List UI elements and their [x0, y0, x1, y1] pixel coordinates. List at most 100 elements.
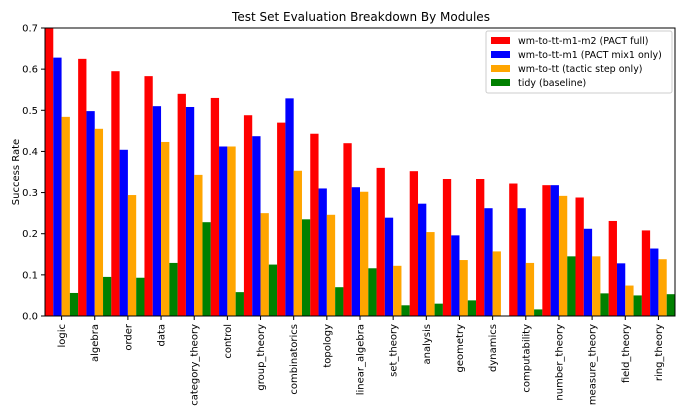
bar-set_theory-s1 — [384, 217, 394, 316]
bar-topology-s2 — [326, 214, 336, 316]
bar-combinatorics-s1 — [285, 98, 294, 317]
legend-label-3: tidy (baseline) — [518, 78, 586, 89]
bar-ring_theory-s1 — [650, 248, 659, 316]
x-axis: logic algebra order data category_theory cont… — [57, 316, 665, 406]
bar-order-s0 — [111, 71, 120, 316]
x-tick-label-measure_theory: measure_theory — [588, 324, 599, 405]
bar-analysis-s3 — [434, 303, 443, 316]
x-tick-label-combinatorics: combinatorics — [289, 324, 300, 395]
legend-swatch-2 — [491, 65, 510, 72]
bar-algebra-s0 — [78, 58, 87, 316]
bar-algebra-s3 — [103, 276, 112, 316]
bar-computability-s3 — [534, 309, 543, 316]
bar-measure_theory-s1 — [583, 228, 593, 316]
bar-field_theory-s0 — [608, 220, 617, 316]
legend-label-1: wm-to-tt-m1 (PACT mix1 only) — [518, 50, 662, 61]
bar-ring_theory-s2 — [658, 259, 667, 316]
bar-linear_algebra-s1 — [351, 187, 360, 316]
legend-swatch-0 — [491, 37, 510, 44]
bar-category_theory-s3 — [202, 222, 211, 316]
bar-group_theory-s2 — [260, 213, 269, 316]
bar-computability-s0 — [509, 183, 518, 316]
bar-combinatorics-s3 — [301, 219, 311, 316]
x-tick-label-dynamics: dynamics — [488, 324, 499, 372]
bar-algebra-s1 — [86, 111, 95, 316]
legend-swatch-3 — [491, 79, 510, 86]
bar-data-s0 — [144, 76, 153, 316]
bar-logic-s2 — [61, 116, 70, 317]
legend-label-0: wm-to-tt-m1-m2 (PACT full) — [518, 36, 648, 47]
bar-geometry-s2 — [459, 260, 468, 316]
bar-combinatorics-s2 — [293, 170, 302, 316]
bar-number_theory-s0 — [542, 185, 551, 316]
bar-ring_theory-s3 — [666, 294, 676, 316]
x-tick-label-linear_algebra: linear_algebra — [356, 324, 367, 395]
y-tick-label: 0.6 — [22, 65, 38, 76]
x-tick-label-control: control — [223, 324, 234, 359]
bar-measure_theory-s3 — [600, 293, 609, 316]
bar-group_theory-s3 — [268, 264, 278, 316]
plot-frame — [44, 27, 676, 317]
bar-control-s2 — [227, 146, 236, 316]
bar-field_theory-s2 — [625, 285, 634, 316]
bar-topology-s0 — [310, 133, 319, 316]
x-tick-label-algebra: algebra — [90, 324, 101, 362]
bars-group — [44, 28, 676, 317]
legend-swatch-1 — [491, 51, 510, 58]
y-tick-label: 0.3 — [22, 188, 38, 199]
bar-set_theory-s3 — [401, 305, 410, 316]
bar-set_theory-s0 — [376, 167, 385, 316]
bar-group_theory-s1 — [252, 136, 261, 316]
x-tick-label-data: data — [157, 324, 168, 347]
bar-computability-s1 — [517, 208, 526, 316]
x-tick-label-order: order — [123, 323, 134, 351]
legend: wm-to-tt-m1-m2 (PACT full) wm-to-tt-m1 (P… — [485, 30, 673, 94]
x-tick-label-number_theory: number_theory — [554, 324, 565, 401]
bar-dynamics-s0 — [476, 178, 485, 316]
x-tick-label-ring_theory: ring_theory — [654, 324, 665, 381]
bar-control-s3 — [235, 292, 244, 316]
y-axis-label: Success Rate — [11, 139, 22, 205]
bar-field_theory-s3 — [633, 295, 642, 316]
bar-category_theory-s2 — [194, 174, 203, 316]
bar-logic-s0 — [44, 28, 54, 316]
bar-analysis-s0 — [409, 171, 419, 316]
bar-control-s1 — [219, 146, 228, 316]
bar-ring_theory-s0 — [641, 230, 651, 316]
bar-analysis-s2 — [426, 232, 435, 316]
y-tick-label: 0.1 — [22, 270, 38, 281]
bar-linear_algebra-s3 — [368, 268, 377, 316]
bar-data-s1 — [152, 106, 162, 317]
bar-linear_algebra-s2 — [360, 191, 369, 316]
bar-category_theory-s1 — [185, 106, 195, 316]
x-tick-label-geometry: geometry — [455, 324, 466, 373]
x-tick-label-field_theory: field_theory — [621, 324, 632, 383]
bar-data-s2 — [161, 141, 170, 316]
x-tick-label-topology: topology — [322, 324, 333, 368]
bar-order-s3 — [136, 277, 145, 316]
bar-geometry-s1 — [451, 235, 460, 316]
x-tick-label-group_theory: group_theory — [256, 324, 267, 391]
bar-topology-s3 — [335, 287, 344, 316]
y-tick-label: 0.7 — [22, 24, 38, 35]
x-tick-label-set_theory: set_theory — [389, 324, 400, 377]
bar-group_theory-s0 — [243, 115, 253, 316]
bar-set_theory-s2 — [393, 265, 402, 316]
bar-linear_algebra-s0 — [343, 143, 352, 316]
bar-combinatorics-s0 — [277, 122, 286, 316]
bar-measure_theory-s2 — [592, 256, 601, 316]
bar-measure_theory-s0 — [575, 197, 584, 316]
y-axis: 0.0 0.1 0.2 0.3 0.4 0.5 0.6 0.7 — [22, 24, 45, 323]
legend-label-2: wm-to-tt (tactic step only) — [518, 64, 643, 75]
bar-dynamics-s1 — [484, 208, 493, 316]
y-tick-label: 0.5 — [22, 106, 38, 117]
bar-computability-s2 — [525, 262, 535, 316]
bar-number_theory-s3 — [567, 256, 576, 316]
legend-box — [485, 30, 673, 94]
y-tick-label: 0.4 — [22, 147, 38, 158]
x-tick-label-category_theory: category_theory — [190, 324, 201, 406]
bar-number_theory-s1 — [550, 185, 559, 316]
bar-topology-s1 — [318, 188, 327, 316]
x-tick-label-logic: logic — [57, 324, 68, 348]
